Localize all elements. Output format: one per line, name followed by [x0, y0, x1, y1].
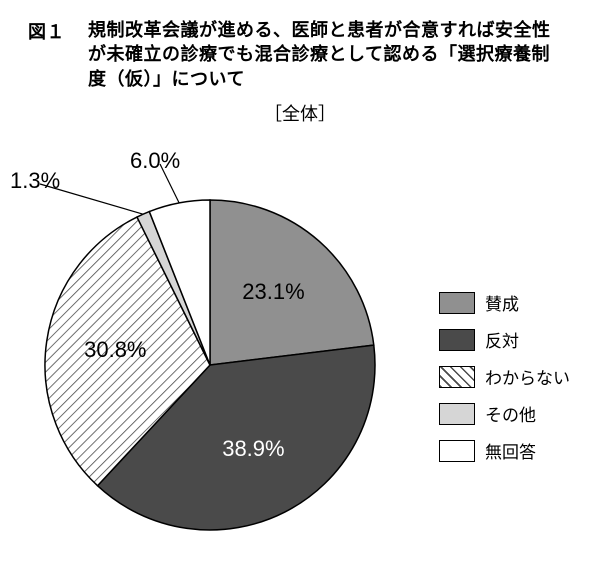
pie-label-dontknow: 30.8% [84, 337, 146, 362]
figure-title: 規制改革会議が進める、医師と患者が合意すれば安全性が未確立の診療でも混合診療とし… [88, 18, 558, 91]
legend-item-agree: 賛成 [439, 290, 570, 315]
pie-label-oppose: 38.9% [222, 436, 284, 461]
legend-label-dontknow: わからない [485, 364, 570, 389]
legend-item-dontknow: わからない [439, 364, 570, 389]
legend-swatch-noanswer [439, 440, 475, 462]
legend-swatch-other [439, 403, 475, 425]
legend-swatch-oppose [439, 329, 475, 351]
figure-subtitle: ［全体］ [0, 100, 600, 126]
legend-label-noanswer: 無回答 [485, 438, 536, 463]
figure-container: 図１ 規制改革会議が進める、医師と患者が合意すれば安全性が未確立の診療でも混合診… [0, 0, 600, 580]
legend-swatch-dontknow [439, 366, 475, 388]
legend: 賛成反対わからないその他無回答 [439, 290, 570, 475]
legend-label-other: その他 [485, 401, 536, 426]
pie-label-noanswer: 6.0% [130, 148, 180, 173]
legend-item-oppose: 反対 [439, 327, 570, 352]
legend-label-oppose: 反対 [485, 327, 519, 352]
pie-label-agree: 23.1% [242, 279, 304, 304]
legend-item-other: その他 [439, 401, 570, 426]
legend-swatch-agree [439, 292, 475, 314]
legend-label-agree: 賛成 [485, 290, 519, 315]
figure-number: 図１ [28, 18, 65, 44]
legend-item-noanswer: 無回答 [439, 438, 570, 463]
pie-label-other: 1.3% [10, 168, 60, 193]
